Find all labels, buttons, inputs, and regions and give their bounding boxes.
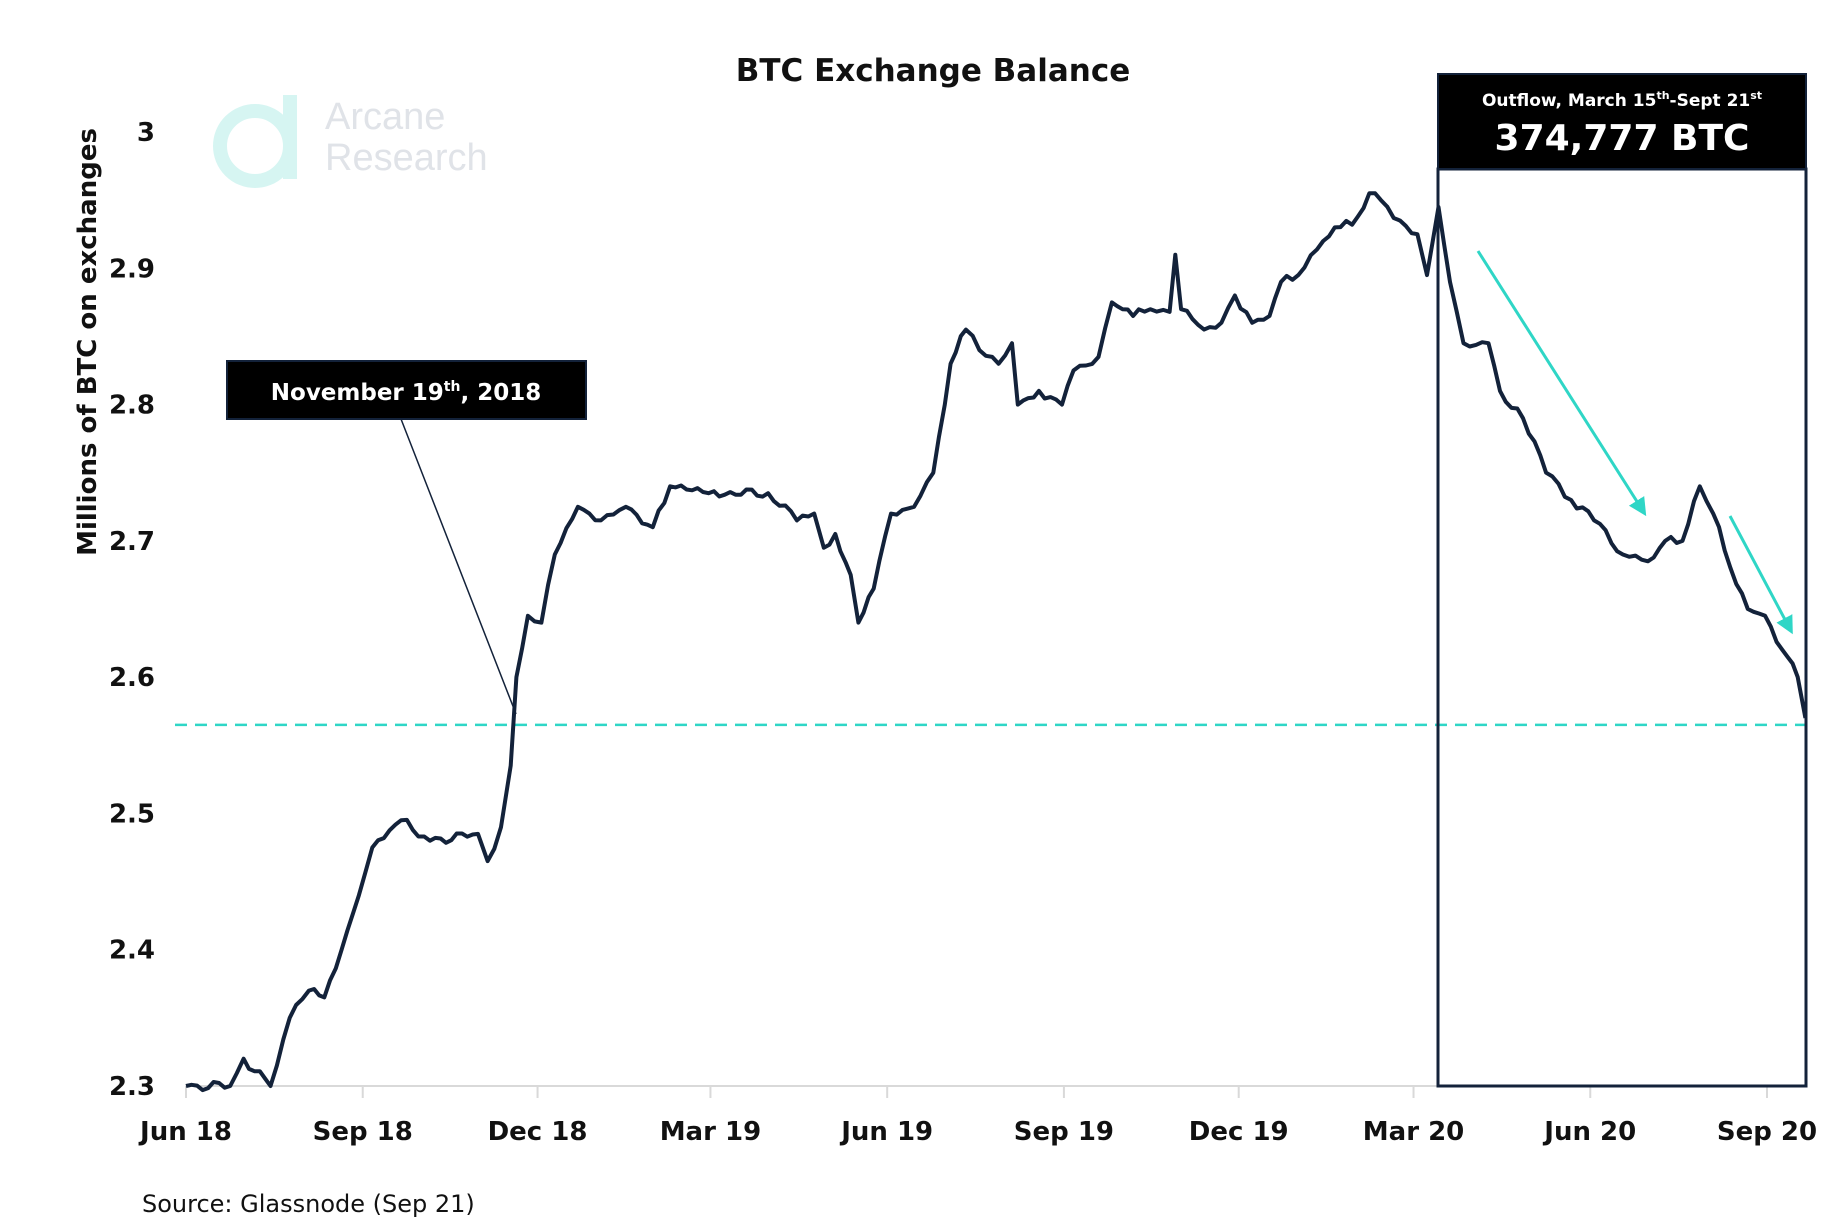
y-tick-label: 3 [137, 118, 155, 148]
logo-mark-bar [283, 95, 297, 179]
chart-title: BTC Exchange Balance [736, 53, 1131, 89]
outflow-value: 374,777 BTC [1495, 118, 1750, 159]
y-tick-label: 2.6 [109, 663, 155, 693]
logo-mark-icon [213, 104, 297, 188]
y-axis-ticks: 2.3 2.4 2.5 2.6 2.7 2.8 2.9 3 [109, 118, 155, 1102]
y-tick-label: 2.7 [109, 527, 155, 557]
trend-arrow-1 [1476, 250, 1647, 517]
y-tick-label: 2.9 [109, 254, 155, 284]
y-tick-label: 2.3 [109, 1072, 155, 1102]
x-tick-label: Mar 19 [660, 1117, 761, 1147]
source-note: Source: Glassnode (Sep 21) [142, 1190, 475, 1218]
series-line-btc-balance [185, 191, 1808, 1093]
logo-text-line1: Arcane [325, 96, 445, 138]
x-tick-label: Sep 18 [313, 1117, 413, 1147]
y-axis-label: Millions of BTC on exchanges [73, 128, 103, 556]
outflow-period-frame [1436, 167, 1808, 1088]
x-tick-label: Sep 19 [1014, 1117, 1114, 1147]
trend-arrow-2 [1728, 515, 1793, 635]
y-tick-label: 2.5 [109, 799, 155, 829]
november-callout-line [400, 418, 517, 715]
x-tick-label: Jun 18 [138, 1117, 232, 1147]
x-tick-label: Dec 19 [1189, 1117, 1289, 1147]
november-label: November 19th, 2018 [271, 379, 541, 406]
x-tick-label: Mar 20 [1363, 1117, 1464, 1147]
arcane-research-logo: Arcane Research [213, 95, 488, 188]
x-tick-label: Jun 19 [839, 1117, 933, 1147]
x-tick-label: Sep 20 [1717, 1117, 1817, 1147]
november-label-box [226, 360, 587, 420]
outflow-label-box [1437, 73, 1807, 170]
y-tick-label: 2.4 [109, 936, 155, 966]
x-axis-ticks: Jun 18 Sep 18 Dec 18 Mar 19 Jun 19 Sep 19 Dec … [138, 1086, 1817, 1147]
outflow-label-line1: Outflow, March 15th-Sept 21st [1482, 89, 1762, 111]
x-tick-label: Jun 20 [1542, 1117, 1636, 1147]
logo-text-line2: Research [325, 137, 488, 179]
y-tick-label: 2.8 [109, 391, 155, 421]
x-tick-label: Dec 18 [488, 1117, 588, 1147]
